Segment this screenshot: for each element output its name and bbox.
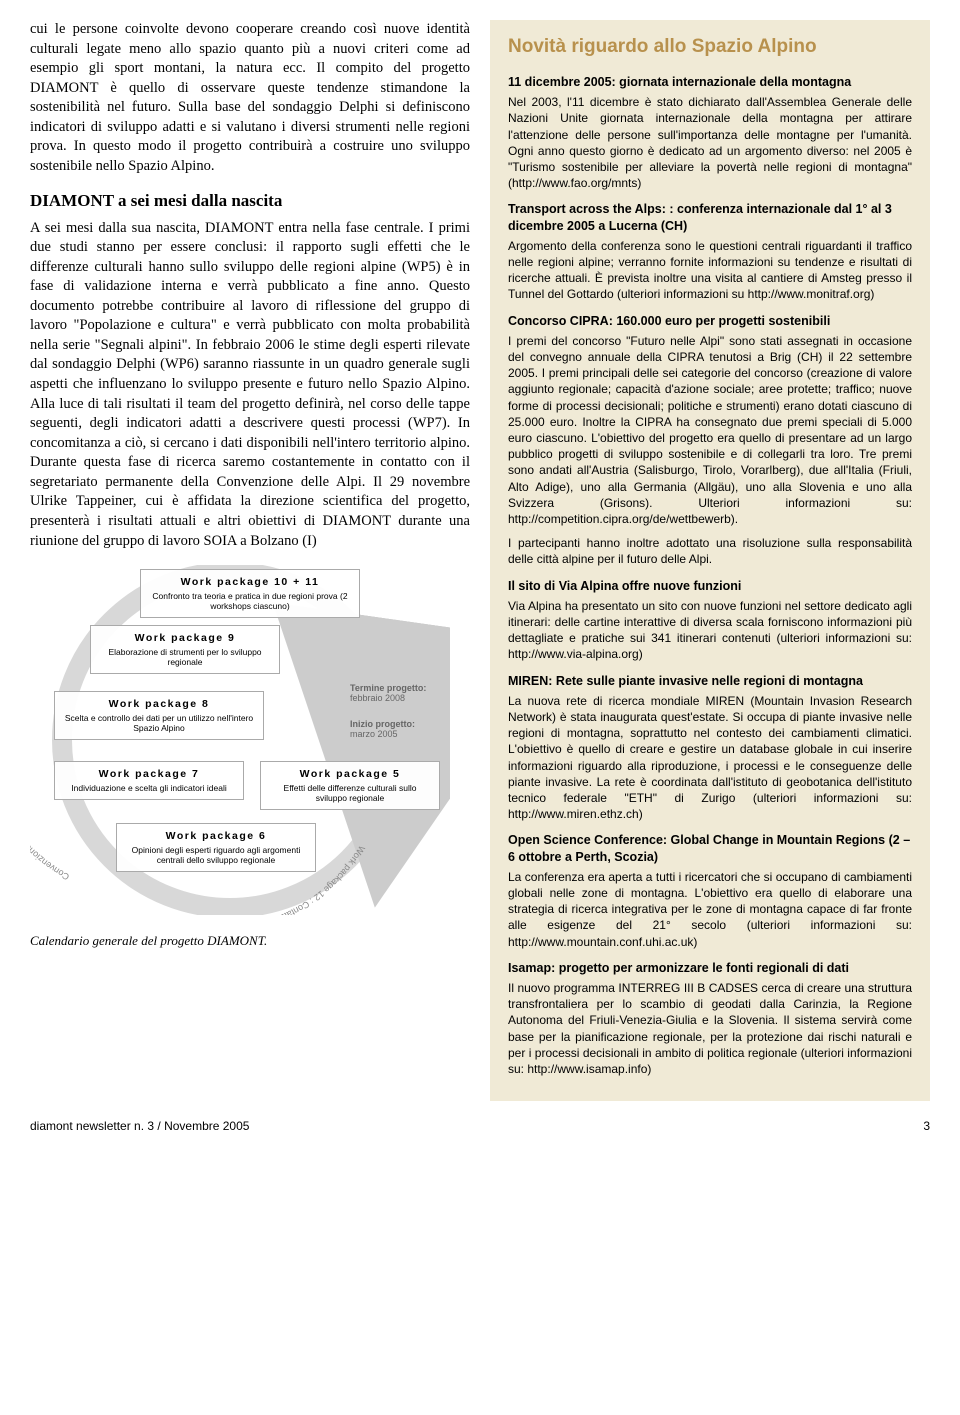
sidebar-subheading: Open Science Conference: Global Change i…	[508, 832, 912, 865]
sidebar-subheading: Isamap: progetto per armonizzare le font…	[508, 960, 912, 976]
sidebar-paragraph: La nuova rete di ricerca mondiale MIREN …	[508, 693, 912, 823]
sidebar-subheading: Concorso CIPRA: 160.000 euro per progett…	[508, 313, 912, 329]
sidebar-subheading: MIREN: Rete sulle piante invasive nelle …	[508, 673, 912, 689]
wp-desc: Elaborazione di strumenti per lo svilupp…	[99, 647, 271, 667]
sidebar-paragraph: I partecipanti hanno inoltre adottato un…	[508, 535, 912, 567]
footer-page-number: 3	[923, 1119, 930, 1133]
sidebar-subheading: 11 dicembre 2005: giornata internazional…	[508, 74, 912, 90]
diagram-caption: Calendario generale del progetto DIAMONT…	[30, 933, 470, 949]
work-package-box: Work package 5 Effetti delle differenze c…	[260, 761, 440, 810]
work-package-box: Work package 6 Opinioni degli esperti rig…	[116, 823, 316, 872]
work-package-diagram: Convenzione delle Alpi ed i responsabili…	[30, 565, 450, 925]
work-package-box: Work package 8 Scelta e controllo dei dat…	[54, 691, 264, 740]
section-heading: DIAMONT a sei mesi dalla nascita	[30, 191, 470, 211]
wp-desc: Individuazione e scelta gli indicatori i…	[63, 783, 235, 793]
sidebar-paragraph: La conferenza era aperta a tutti i ricer…	[508, 869, 912, 950]
wp-title: Work package 6	[125, 830, 307, 842]
sidebar-paragraph: Il nuovo programma INTERREG III B CADSES…	[508, 980, 912, 1077]
wp-title: Work package 7	[63, 768, 235, 780]
work-package-box: Work package 10 + 11 Confronto tra teoria…	[140, 569, 360, 618]
sidebar: Novità riguardo allo Spazio Alpino 11 di…	[490, 20, 930, 1101]
wp-desc: Effetti delle differenze culturali sullo…	[269, 783, 431, 803]
wp-desc: Opinioni degli esperti riguardo agli arg…	[125, 845, 307, 865]
inizio-label: Inizio progetto: marzo 2005	[350, 719, 460, 739]
wp-title: Work package 9	[99, 632, 271, 644]
sidebar-paragraph: I premi del concorso "Futuro nelle Alpi"…	[508, 333, 912, 527]
sidebar-paragraph: Via Alpina ha presentato un sito con nuo…	[508, 598, 912, 663]
termine-label: Termine progetto: febbraio 2008	[350, 683, 460, 703]
sidebar-paragraph: Argomento della conferenza sono le quest…	[508, 238, 912, 303]
work-package-box: Work package 9 Elaborazione di strumenti …	[90, 625, 280, 674]
footer-left: diamont newsletter n. 3 / Novembre 2005	[30, 1119, 249, 1133]
wp-title: Work package 8	[63, 698, 255, 710]
wp-desc: Confronto tra teoria e pratica in due re…	[149, 591, 351, 611]
wp-desc: Scelta e controllo dei dati per un utili…	[63, 713, 255, 733]
sidebar-subheading: Transport across the Alps: : conferenza …	[508, 201, 912, 234]
sidebar-subheading: Il sito di Via Alpina offre nuove funzio…	[508, 578, 912, 594]
sidebar-title: Novità riguardo allo Spazio Alpino	[508, 36, 912, 58]
work-package-box: Work package 7 Individuazione e scelta gl…	[54, 761, 244, 800]
wp-title: Work package 5	[269, 768, 431, 780]
wp-title: Work package 10 + 11	[149, 576, 351, 588]
intro-paragraph: cui le persone coinvolte devono cooperar…	[30, 20, 470, 177]
sidebar-paragraph: Nel 2003, l'11 dicembre è stato dichiara…	[508, 94, 912, 191]
body-paragraph: A sei mesi dalla sua nascita, DIAMONT en…	[30, 219, 470, 552]
